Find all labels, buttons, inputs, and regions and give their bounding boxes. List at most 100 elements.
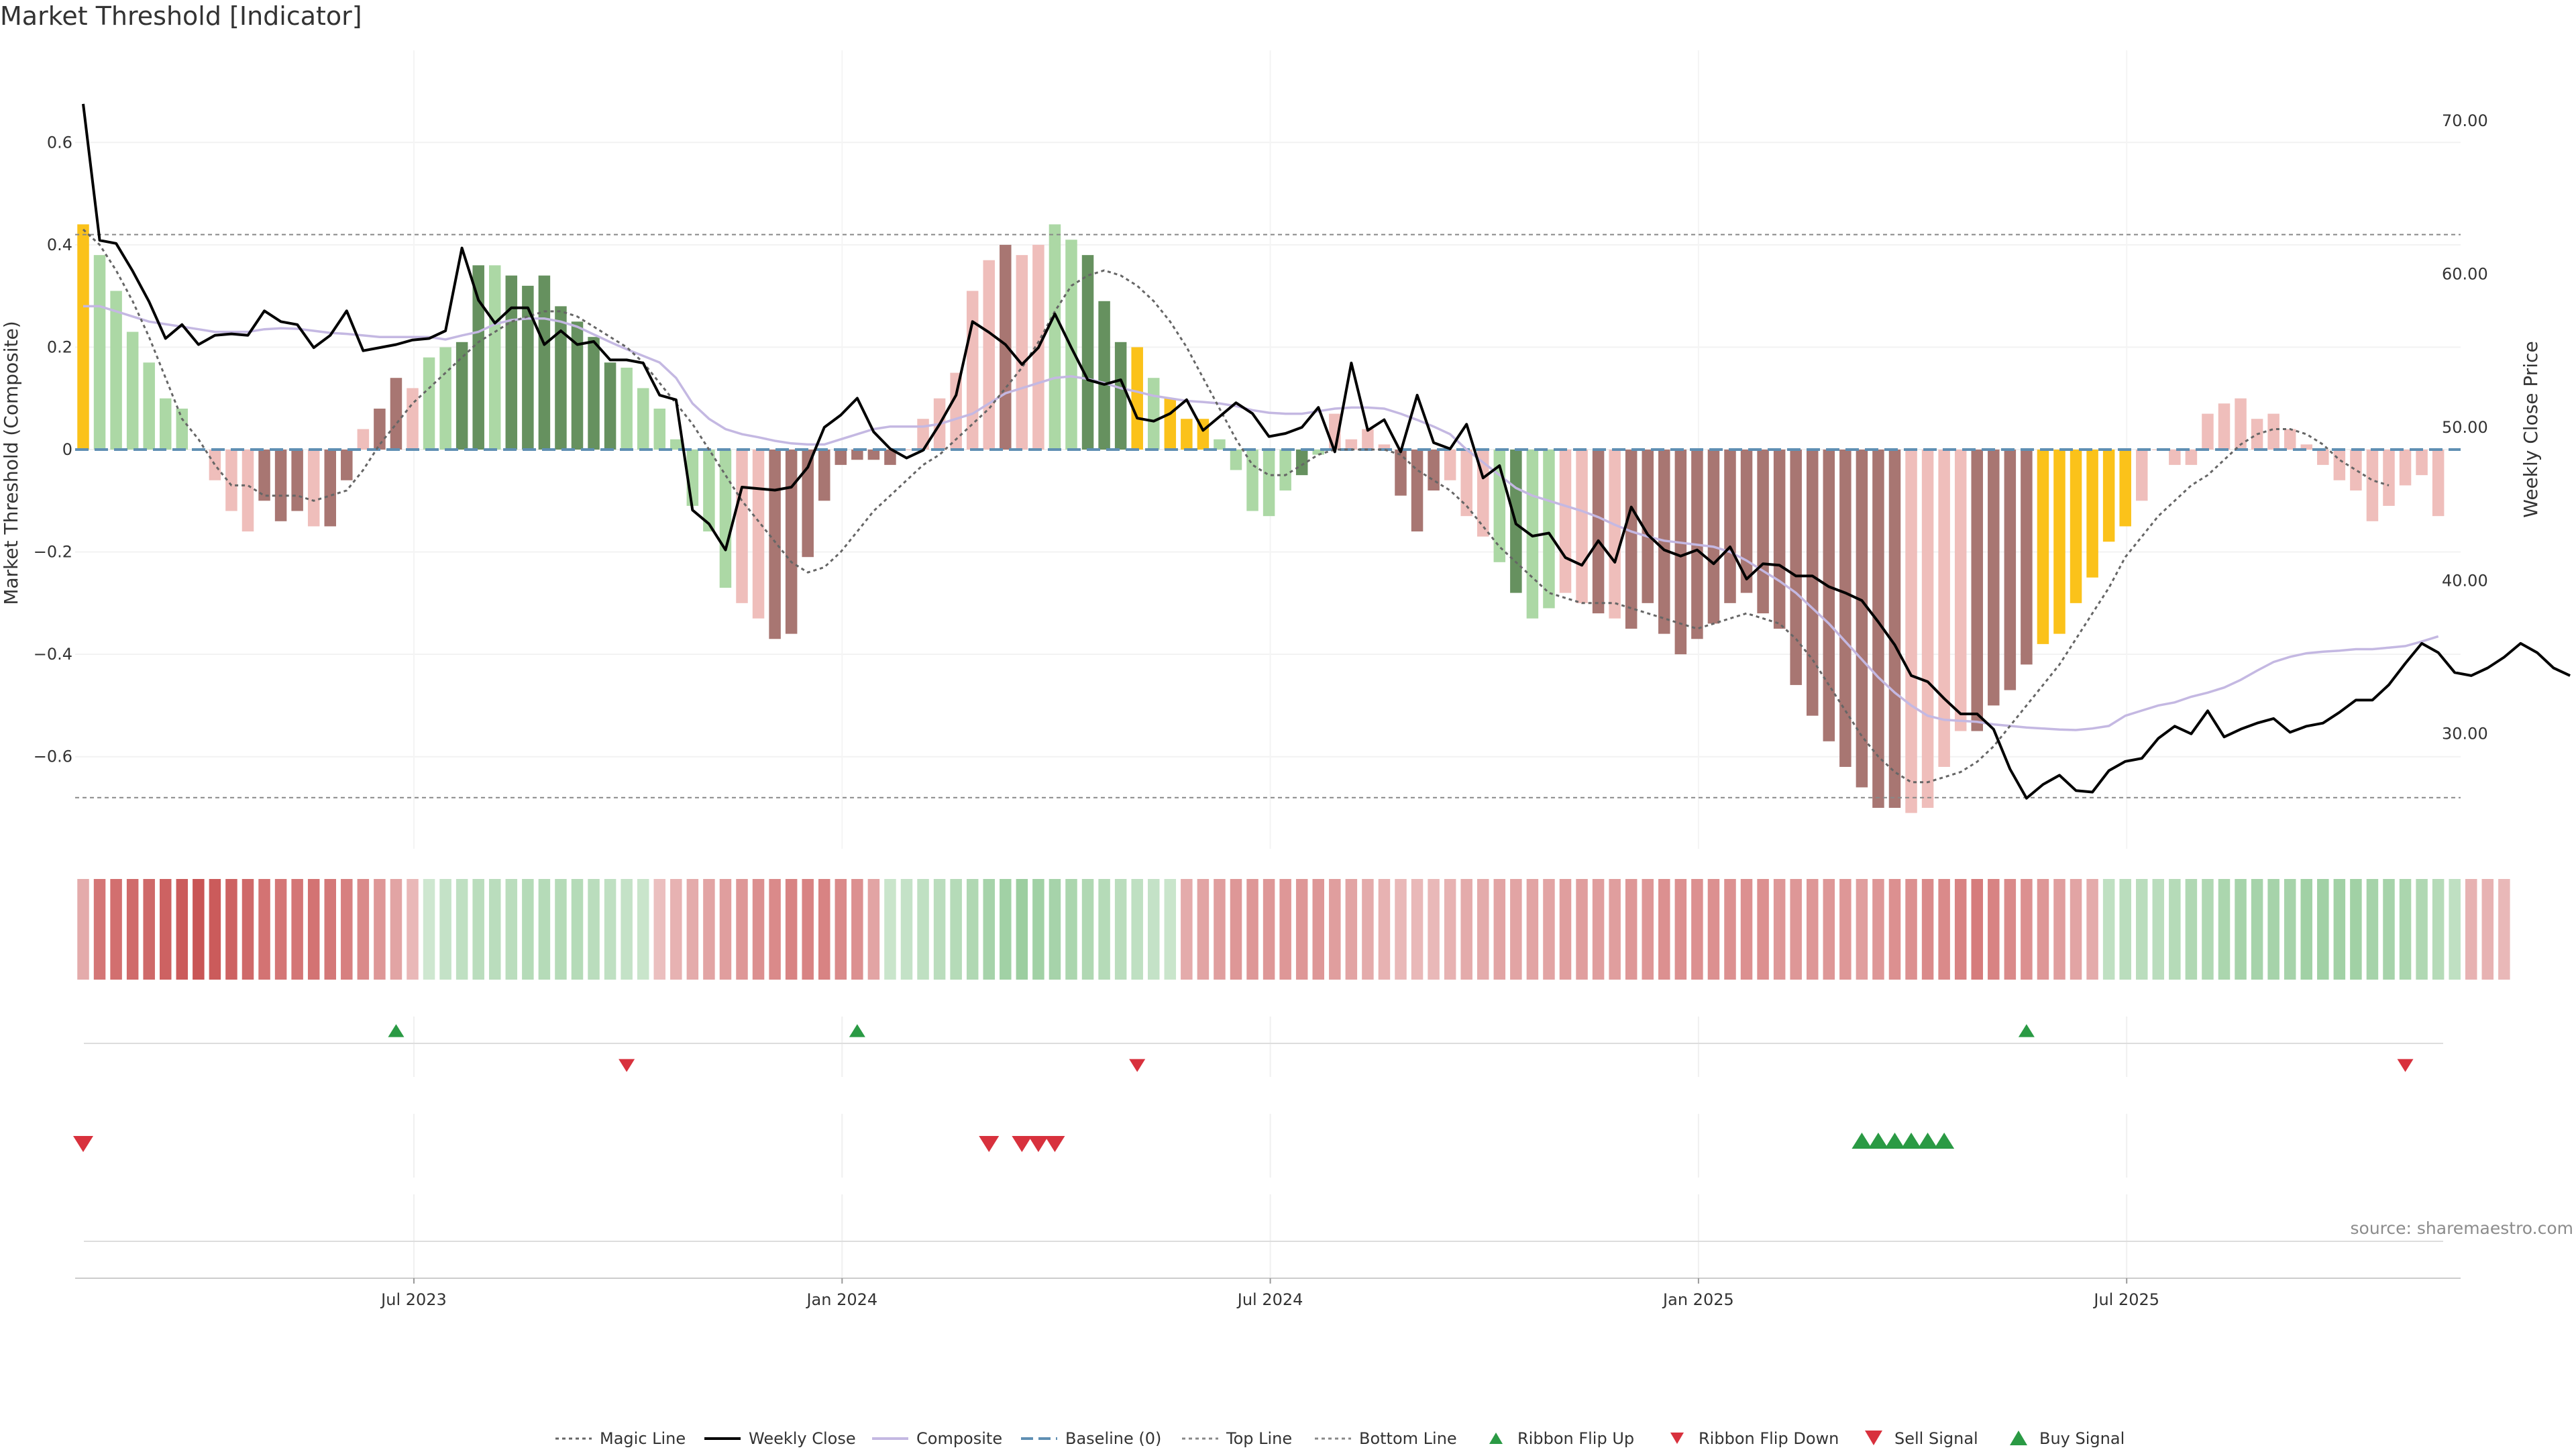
ribbon-cell xyxy=(2399,879,2412,980)
ribbon-cell xyxy=(93,879,106,980)
composite-bar xyxy=(1954,450,1967,731)
composite-bar xyxy=(2383,450,2395,506)
ribbon-cell xyxy=(2169,879,2181,980)
composite-bar xyxy=(1016,255,1028,450)
ribbon-cell xyxy=(1971,879,1983,980)
magic-line xyxy=(82,228,2390,784)
composite-bar xyxy=(2004,450,2017,690)
composite-bar xyxy=(1460,450,1472,517)
sell-signal-marker xyxy=(979,1136,1000,1152)
ribbon-cell xyxy=(2251,879,2263,980)
ribbon-cell xyxy=(538,879,551,980)
composite-bar xyxy=(1773,450,1786,629)
composite-bar xyxy=(1823,450,1835,741)
ribbon-cell xyxy=(2416,879,2428,980)
y-left-tick-label: −0.2 xyxy=(34,543,72,562)
ribbon-cell xyxy=(2070,879,2082,980)
composite-bar xyxy=(703,450,715,532)
composite-bar xyxy=(588,337,600,450)
legend-label-baseline: Baseline (0) xyxy=(1065,1429,1161,1448)
ribbon-cell xyxy=(719,879,732,980)
ribbon-cell xyxy=(341,879,353,980)
ribbon-cell xyxy=(160,879,172,980)
composite-bar xyxy=(390,378,402,450)
ribbon-cell xyxy=(1988,879,2000,980)
ribbon-cell xyxy=(1395,879,1407,980)
ribbon-cell xyxy=(1148,879,1160,980)
sell-signal-marker xyxy=(73,1136,93,1152)
x-tick-label: Jul 2023 xyxy=(380,1290,447,1309)
ribbon-cell xyxy=(126,879,139,980)
ribbon-flip-up-marker xyxy=(2018,1024,2035,1037)
composite-bar xyxy=(867,450,880,460)
ribbon-cell xyxy=(2152,879,2165,980)
ribbon-cell xyxy=(1016,879,1028,980)
ribbon-cell xyxy=(1576,879,1588,980)
composite-bar xyxy=(2399,450,2412,486)
ribbon-cell xyxy=(1905,879,1917,980)
composite-bar xyxy=(2037,450,2049,644)
composite-bar xyxy=(1000,244,1012,450)
ribbon-cell xyxy=(571,879,584,980)
composite-bar xyxy=(439,347,451,450)
ribbon-cell xyxy=(489,879,501,980)
composite-bar xyxy=(455,342,468,450)
composite-bar xyxy=(621,367,633,450)
ribbon-cell xyxy=(2300,879,2312,980)
ribbon-cell xyxy=(917,879,929,980)
composite-bar xyxy=(1279,450,1291,491)
ribbon-cell xyxy=(1510,879,1522,980)
legend-label-composite: Composite xyxy=(916,1429,1002,1448)
composite-bar xyxy=(2102,450,2115,542)
ribbon-cell xyxy=(1954,879,1967,980)
ribbon-cell xyxy=(1839,879,1851,980)
composite-bar xyxy=(736,450,748,603)
composite-bar xyxy=(241,450,254,532)
ribbon-cell xyxy=(77,879,89,980)
composite-bar xyxy=(1081,255,1094,450)
composite-bar xyxy=(1856,450,1868,788)
ribbon-cell xyxy=(604,879,616,980)
composite-bar xyxy=(209,450,221,480)
ribbon-cell xyxy=(1707,879,1720,980)
ribbon-cell xyxy=(555,879,567,980)
ribbon-cell xyxy=(1477,879,1489,980)
ribbon-cell xyxy=(2481,879,2494,980)
ribbon-cell xyxy=(1823,879,1835,980)
ribbon-cell xyxy=(983,879,995,980)
ribbon-cell xyxy=(867,879,880,980)
ribbon-cell xyxy=(2185,879,2198,980)
ribbon-cell xyxy=(143,879,155,980)
x-tick-label: Jan 2025 xyxy=(1662,1290,1734,1309)
ribbon-cell xyxy=(2449,879,2461,980)
composite-bar xyxy=(1971,450,1983,731)
composite-bar xyxy=(1114,342,1127,450)
composite-bar xyxy=(1230,450,1242,470)
composite-bar xyxy=(472,265,484,450)
composite-bar xyxy=(604,362,616,450)
legend-label-close: Weekly Close xyxy=(749,1429,856,1448)
composite-bar xyxy=(2432,450,2445,517)
ribbon-cell xyxy=(505,879,518,980)
ribbon-cell xyxy=(1049,879,1061,980)
ribbon-cell xyxy=(1345,879,1358,980)
ribbon-cell xyxy=(1773,879,1786,980)
ribbon-cell xyxy=(2136,879,2148,980)
y-right-tick-label: 70.00 xyxy=(2442,111,2488,130)
composite-bar xyxy=(802,450,814,558)
ribbon-cell xyxy=(176,879,189,980)
composite-bar xyxy=(2350,450,2362,491)
composite-bar xyxy=(1148,378,1160,450)
composite-bar xyxy=(291,450,303,511)
composite-bar xyxy=(1757,450,1769,614)
composite-bar xyxy=(225,450,237,511)
ribbon-cell xyxy=(950,879,962,980)
composite-bar xyxy=(1444,450,1456,480)
ribbon-cell xyxy=(1246,879,1258,980)
ribbon-cell xyxy=(407,879,419,980)
composite-bar xyxy=(2185,450,2198,465)
ribbon-cell xyxy=(2119,879,2131,980)
buy-signal-marker xyxy=(1917,1133,1938,1149)
ribbon-flip-down-marker xyxy=(2397,1059,2414,1072)
